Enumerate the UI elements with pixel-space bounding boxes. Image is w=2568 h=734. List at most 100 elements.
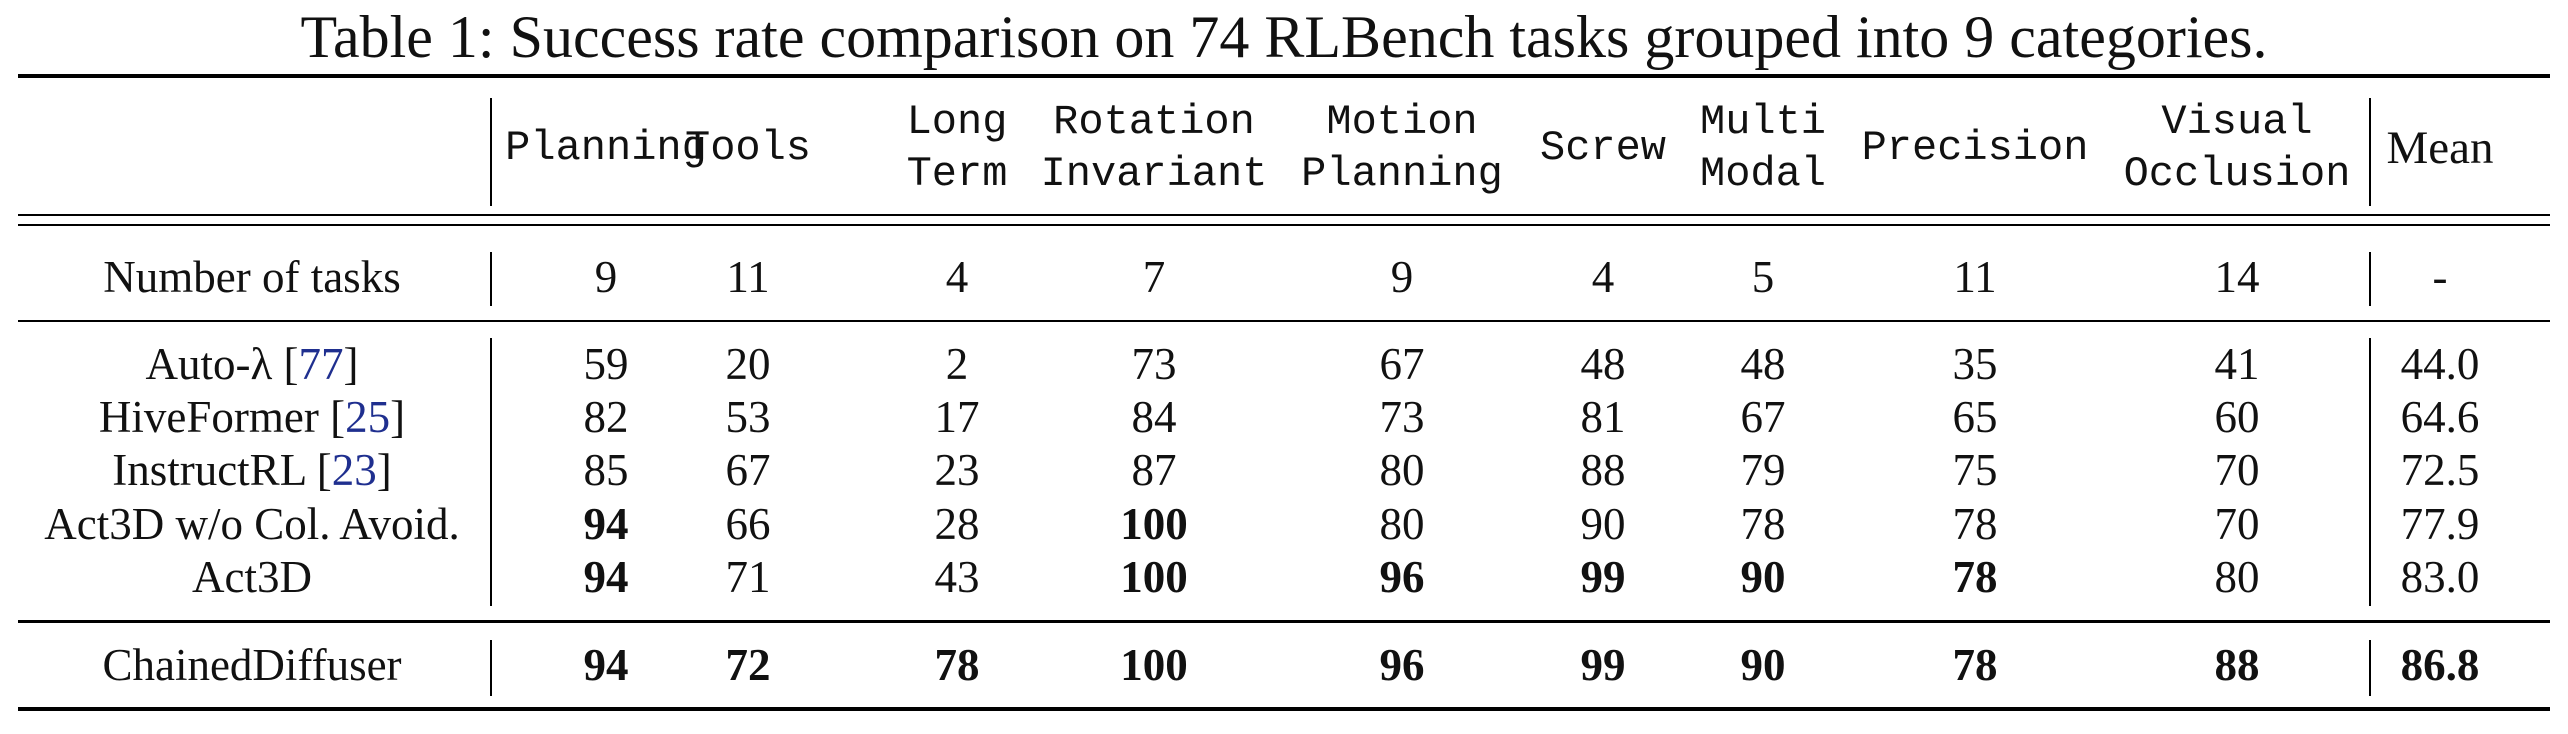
column-header: Modal xyxy=(1699,150,1827,198)
table-cell: 2 xyxy=(945,339,969,389)
table-cell: 67 xyxy=(725,445,771,495)
table-cell: 87 xyxy=(1131,445,1177,495)
row-label: Number of tasks xyxy=(103,252,401,302)
table-cell: 99 xyxy=(1580,640,1626,690)
table-cell: 67 xyxy=(1740,392,1786,442)
column-header: Invariant xyxy=(1040,150,1268,198)
table-cell: 71 xyxy=(725,552,771,602)
column-separator xyxy=(2369,252,2371,306)
table-cell: 72 xyxy=(725,640,771,690)
table-cell: 28 xyxy=(934,499,980,549)
citation-link[interactable]: 77 xyxy=(298,339,344,389)
method-label: HiveFormer xyxy=(98,392,319,442)
method-name: InstructRL [23] xyxy=(112,445,392,495)
column-header: Multi xyxy=(1699,98,1827,146)
table-cell: 73 xyxy=(1131,339,1177,389)
method-label: Act3D w/o Col. Avoid. xyxy=(44,499,460,549)
table-cell: 78 xyxy=(1952,499,1998,549)
table-cell: 88 xyxy=(2214,640,2260,690)
table-cell: 48 xyxy=(1740,339,1786,389)
method-label: Act3D xyxy=(192,552,312,602)
column-separator xyxy=(2369,640,2371,696)
table-cell: 23 xyxy=(934,445,980,495)
table-cell: 90 xyxy=(1740,640,1786,690)
table-cell: 80 xyxy=(1379,499,1425,549)
mean-cell: - xyxy=(2432,252,2448,302)
mean-column-header: Mean xyxy=(2386,122,2494,174)
column-separator xyxy=(490,640,492,696)
table-cell: 82 xyxy=(583,392,629,442)
table-cell: 20 xyxy=(725,339,771,389)
table-cell: 67 xyxy=(1379,339,1425,389)
table-cell: 94 xyxy=(583,499,629,549)
table-cell: 14 xyxy=(2214,252,2260,302)
table-caption: Table 1: Success rate comparison on 74 R… xyxy=(300,4,2268,70)
table-cell: 90 xyxy=(1580,499,1626,549)
table-cell: 9 xyxy=(1390,252,1414,302)
table-cell: 80 xyxy=(2214,552,2260,602)
column-header: Term xyxy=(906,150,1008,198)
column-separator xyxy=(490,338,492,606)
table-cell: 73 xyxy=(1379,392,1425,442)
column-separator xyxy=(490,252,492,306)
table-cell: 60 xyxy=(2214,392,2260,442)
column-header: Tools xyxy=(684,124,812,172)
table-cell: 53 xyxy=(725,392,771,442)
table-cell: 79 xyxy=(1740,445,1786,495)
table-rule xyxy=(18,620,2550,623)
table-cell: 96 xyxy=(1379,552,1425,602)
table-cell: 81 xyxy=(1580,392,1626,442)
table-cell: 66 xyxy=(725,499,771,549)
table-cell: 85 xyxy=(583,445,629,495)
method-label: InstructRL xyxy=(112,445,306,495)
mean-cell: 44.0 xyxy=(2400,339,2480,389)
method-name: Act3D w/o Col. Avoid. xyxy=(12,497,492,551)
mean-cell: 72.5 xyxy=(2400,445,2480,495)
table-cell: 4 xyxy=(945,252,969,302)
table-cell: 65 xyxy=(1952,392,1998,442)
column-header: Planning xyxy=(1301,150,1503,198)
table-cell: 78 xyxy=(1740,499,1786,549)
table-cell: 78 xyxy=(934,640,980,690)
table-cell: 41 xyxy=(2214,339,2260,389)
column-separator xyxy=(490,98,492,206)
column-header: Motion xyxy=(1326,98,1478,146)
column-header: Visual xyxy=(2161,98,2313,146)
column-header: Occlusion xyxy=(2123,150,2351,198)
table-cell: 7 xyxy=(1142,252,1166,302)
column-header: Planning xyxy=(505,124,707,172)
table-cell: 100 xyxy=(1120,499,1188,549)
citation-link[interactable]: 25 xyxy=(345,392,391,442)
table-cell: 96 xyxy=(1379,640,1425,690)
column-header: Long xyxy=(906,98,1008,146)
table-cell: 70 xyxy=(2214,499,2260,549)
table-cell: 43 xyxy=(934,552,980,602)
column-header: Precision xyxy=(1861,124,2089,172)
table-cell: 59 xyxy=(583,339,629,389)
table-cell: 84 xyxy=(1131,392,1177,442)
method-label: ChainedDiffuser xyxy=(102,640,402,690)
mean-cell: 64.6 xyxy=(2400,392,2480,442)
table-cell: 88 xyxy=(1580,445,1626,495)
table-cell: 100 xyxy=(1120,552,1188,602)
table-rule xyxy=(18,224,2550,226)
method-name: HiveFormer [25] xyxy=(98,392,406,442)
table-cell: 78 xyxy=(1952,552,1998,602)
column-header: Rotation xyxy=(1053,98,1255,146)
mean-cell: 86.8 xyxy=(2400,640,2480,690)
method-name: Auto-λ [77] xyxy=(145,339,359,389)
table-cell: 5 xyxy=(1751,252,1775,302)
column-header: Screw xyxy=(1539,124,1667,172)
mean-cell: 77.9 xyxy=(2400,499,2480,549)
table-rule xyxy=(18,74,2550,78)
citation-link[interactable]: 23 xyxy=(331,445,377,495)
table-cell: 11 xyxy=(726,252,770,302)
table-cell: 17 xyxy=(934,392,980,442)
method-name: Act3D xyxy=(12,550,492,604)
table-cell: 100 xyxy=(1120,640,1188,690)
table-rule xyxy=(18,707,2550,711)
table-cell: 78 xyxy=(1952,640,1998,690)
table-cell: 94 xyxy=(583,640,629,690)
mean-cell: 83.0 xyxy=(2400,552,2480,602)
table-cell: 94 xyxy=(583,552,629,602)
